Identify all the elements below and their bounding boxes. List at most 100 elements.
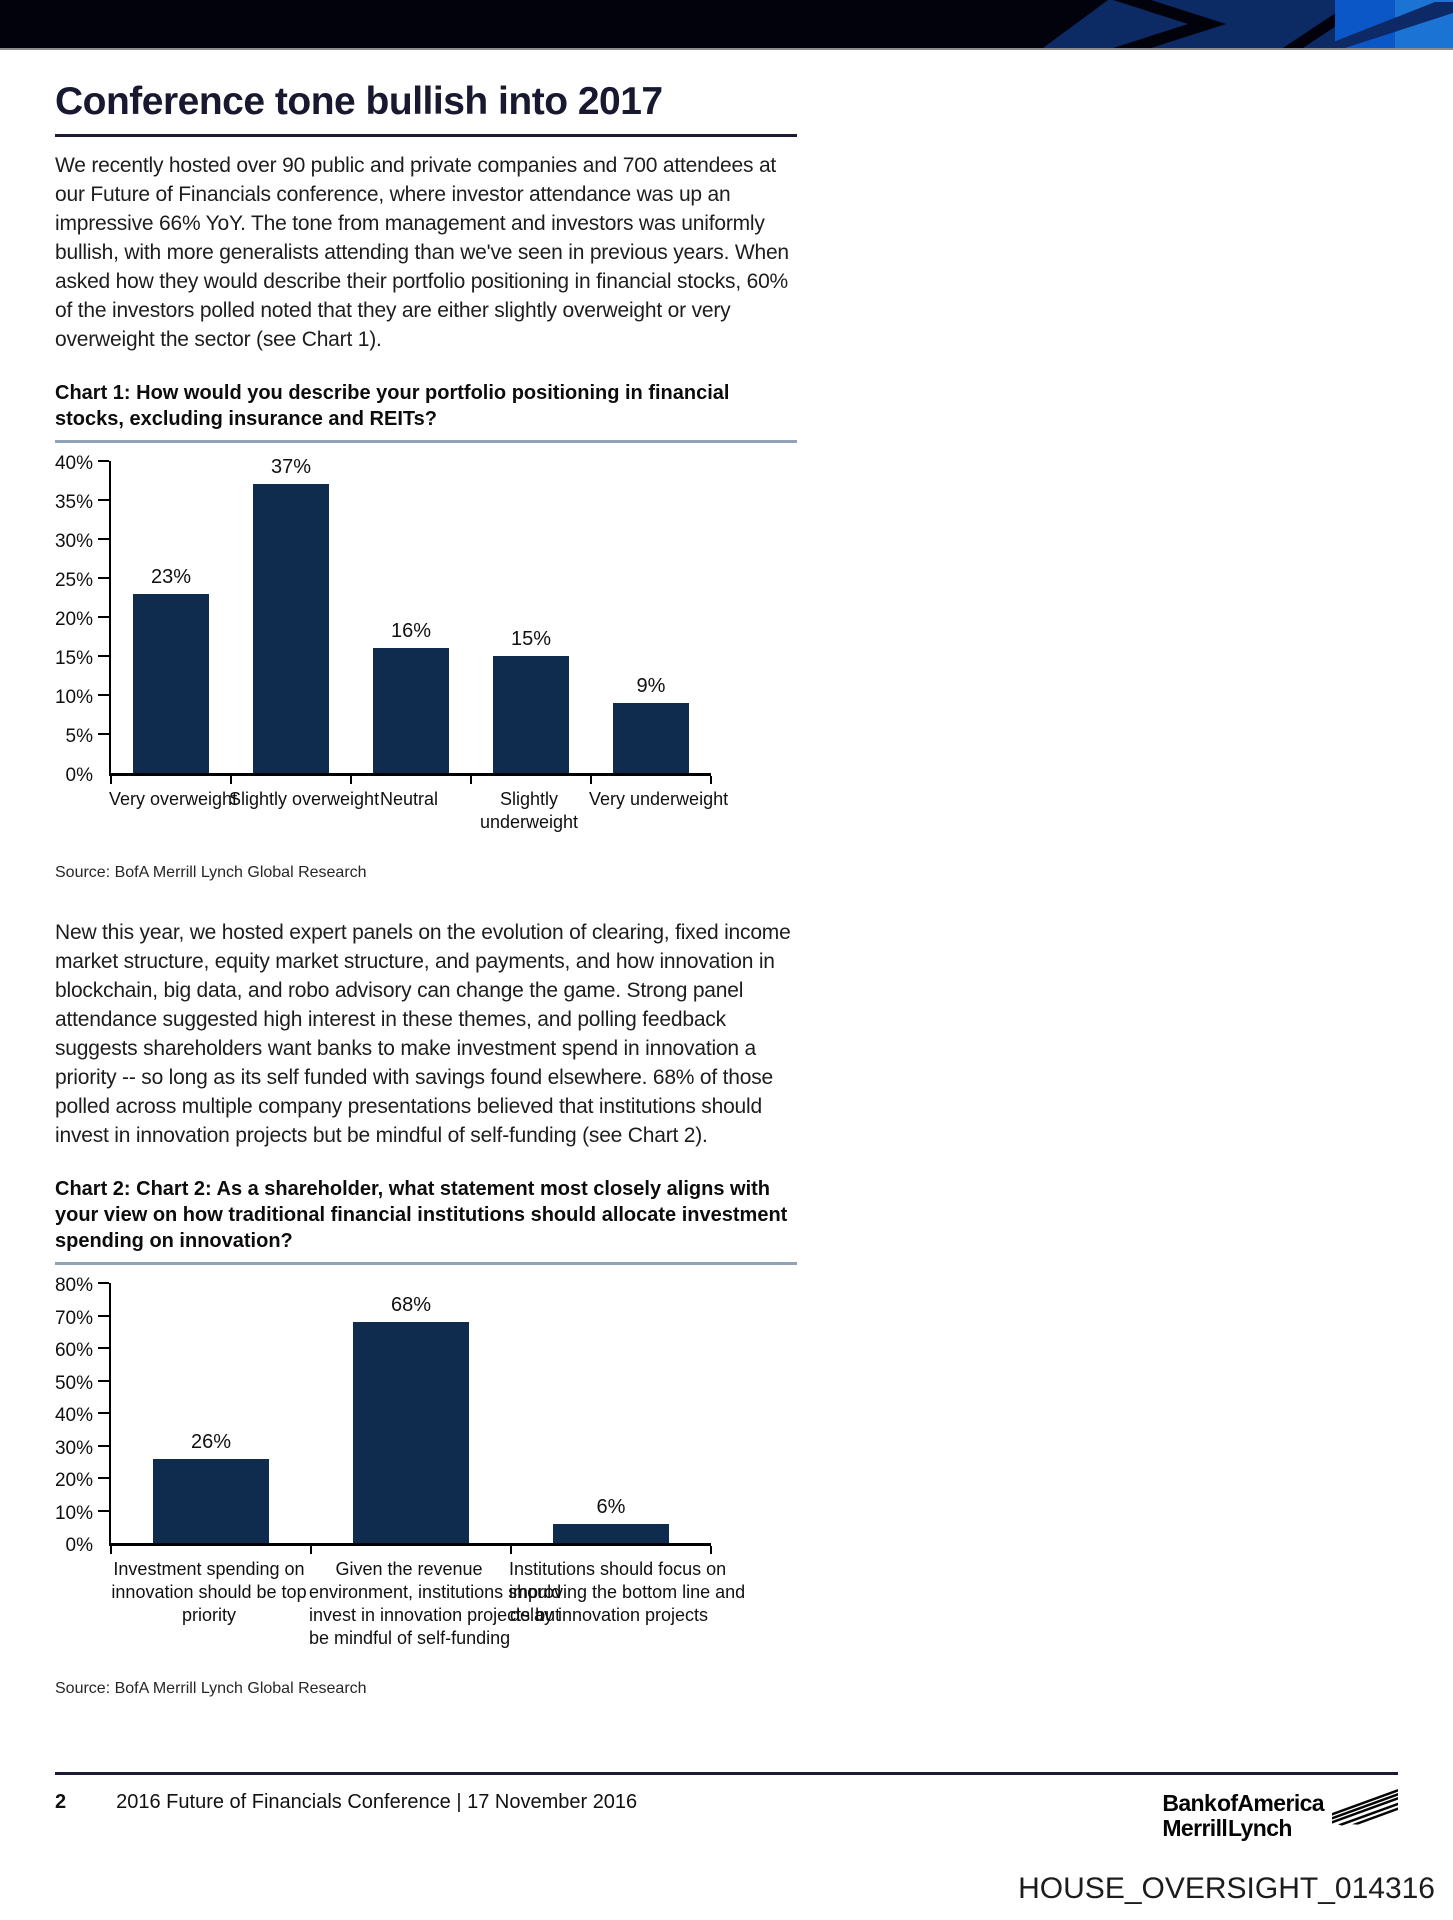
y-axis-label: 30% <box>54 1437 93 1459</box>
banner-flag-graphic <box>1043 0 1453 48</box>
x-axis-tick <box>110 776 112 784</box>
bar-value-label: 26% <box>190 1430 232 1453</box>
y-axis-tick <box>98 1412 109 1414</box>
y-axis-label: 60% <box>54 1340 93 1361</box>
x-axis-tick <box>309 1546 312 1554</box>
x-axis-labels: Very overweight Slightly overweight Neutra… <box>109 788 729 834</box>
y-axis-label: 80% <box>54 1275 93 1296</box>
logo-line1: Bank of America <box>1162 1790 1324 1816</box>
bofa-ml-logo: Bank of America Merrill Lynch <box>1162 1789 1398 1841</box>
chart-source: Source: BofA Merrill Lynch Global Resear… <box>55 864 367 881</box>
page-number: 2 <box>55 1791 67 1813</box>
bar-column: 68% <box>311 1283 511 1543</box>
bar-value-label: 9% <box>636 674 666 697</box>
intro-paragraph: We recently hosted over 90 public and pr… <box>55 154 789 351</box>
bar: 15% <box>493 628 569 773</box>
y-axis-tick <box>98 1444 109 1447</box>
y-axis-label: 0% <box>65 765 93 786</box>
x-axis-label: Neutral <box>379 789 439 809</box>
logo-line2: Merrill Lynch <box>1162 1815 1292 1841</box>
y-axis-label: 10% <box>54 1502 93 1524</box>
chart1-body: 0% 5% 10% 15% 20% 25% 30% 35% 40% 23% 37% 16% 15% 9% <box>54 453 797 786</box>
bates-stamp: HOUSE_OVERSIGHT_014316 <box>1018 1872 1435 1905</box>
bar-value-label: 16% <box>390 620 432 643</box>
y-axis-tick <box>98 1347 109 1349</box>
panels-paragraph: New this year, we hosted expert panels o… <box>55 921 791 1147</box>
chart1: 0% 5% 10% 15% 20% 25% 30% 35% 40% 23% 37% 16% 15% 9%… <box>54 453 797 882</box>
y-axis-tick <box>98 616 109 618</box>
banner-divider <box>0 48 1453 50</box>
x-axis-labels: Investment spending on innovation should… <box>109 1558 746 1650</box>
content-column: Conference tone bullish into 2017 We rec… <box>55 80 797 1698</box>
y-axis-tick <box>98 538 109 540</box>
y-axis-tick <box>98 694 109 696</box>
y-axis-label: 10% <box>54 687 93 708</box>
plot-area: 26% 68% 6% <box>98 1282 712 1554</box>
bar-value-label: 37% <box>270 456 312 479</box>
y-axis-label: 35% <box>54 492 93 513</box>
x-axis-label: Very underweight <box>589 789 729 809</box>
bar: 6% <box>553 1496 669 1543</box>
y-axis-label: 5% <box>65 726 93 747</box>
x-axis-label: Given the revenue environment, instituti… <box>309 1559 562 1648</box>
x-axis-label: Institutions should focus on improving t… <box>509 1559 746 1625</box>
x-axis-tick <box>350 776 352 784</box>
y-axis-label: 30% <box>54 531 93 552</box>
y-axis-tick <box>98 733 109 735</box>
x-axis-label: Slightly overweight <box>229 789 380 809</box>
footer: 2 2016 Future of Financials Conference |… <box>55 1772 1398 1841</box>
y-axis-label: 70% <box>54 1307 93 1329</box>
x-axis-tick <box>110 1546 112 1554</box>
x-axis-label: Investment spending on innovation should… <box>111 1559 307 1625</box>
y-axis-label: 15% <box>54 648 93 669</box>
plot-area: 23% 37% 16% 15% 9% <box>98 456 712 784</box>
y-axis-label: 40% <box>54 453 93 474</box>
y-axis-tick <box>98 460 109 462</box>
bar: 23% <box>133 566 209 773</box>
top-banner <box>0 0 1453 48</box>
bar-value-label: 15% <box>510 628 552 650</box>
y-axis-label: 25% <box>54 570 93 591</box>
bar-value-label: 23% <box>150 565 192 588</box>
y-axis-label: 40% <box>54 1405 93 1426</box>
bar: 16% <box>373 620 449 773</box>
y-axis: 0% 10% 20% 30% 40% 50% 60% 70% 80% <box>54 1275 109 1556</box>
y-axis-tick <box>98 1379 109 1382</box>
bar: 9% <box>613 675 689 773</box>
y-axis-tick <box>98 1282 109 1284</box>
bar-column: 16% <box>351 461 471 773</box>
bar-column: 23% <box>111 461 231 773</box>
bar: 68% <box>353 1294 469 1543</box>
bar-value-label: 6% <box>596 1495 626 1518</box>
x-axis-tick <box>710 776 712 784</box>
y-axis-tick <box>98 655 109 657</box>
y-axis-label: 50% <box>54 1372 93 1394</box>
chart2-title: Chart 2: Chart 2: As a shareholder, what… <box>55 1176 797 1265</box>
y-axis-tick <box>98 1477 109 1479</box>
bar-column: 26% <box>111 1283 311 1543</box>
chart-source: Source: BofA Merrill Lynch Global Resear… <box>55 1680 367 1697</box>
bar-column: 15% <box>471 461 591 773</box>
bar-column: 6% <box>511 1283 711 1543</box>
bar: 37% <box>253 456 329 773</box>
bar-column: 37% <box>231 456 351 773</box>
footer-title: 2016 Future of Financials Conference | 1… <box>116 1791 638 1813</box>
bar-value-label: 68% <box>390 1294 432 1316</box>
x-axis-tick <box>590 776 592 784</box>
y-axis-tick <box>98 1314 109 1317</box>
x-axis-tick <box>230 776 232 784</box>
x-axis-label: Slightly underweight <box>479 789 579 832</box>
x-axis-tick <box>710 1546 712 1554</box>
bofa-flag-icon <box>1332 1789 1398 1826</box>
y-axis: 0% 5% 10% 15% 20% 25% 30% 35% 40% <box>54 453 109 786</box>
y-axis-label: 20% <box>54 1470 93 1491</box>
bar: 26% <box>153 1431 269 1543</box>
x-axis-tick <box>509 1546 512 1554</box>
y-axis-label: 20% <box>54 609 93 630</box>
chart2: 0% 10% 20% 30% 40% 50% 60% 70% 80% 26% 68% 6% Inve… <box>54 1275 797 1698</box>
y-axis-tick <box>98 1509 109 1512</box>
chart2-body: 0% 10% 20% 30% 40% 50% 60% 70% 80% 26% 68% 6% <box>54 1275 797 1556</box>
y-axis-tick <box>98 577 109 579</box>
page-title: Conference tone bullish into 2017 <box>55 80 797 137</box>
